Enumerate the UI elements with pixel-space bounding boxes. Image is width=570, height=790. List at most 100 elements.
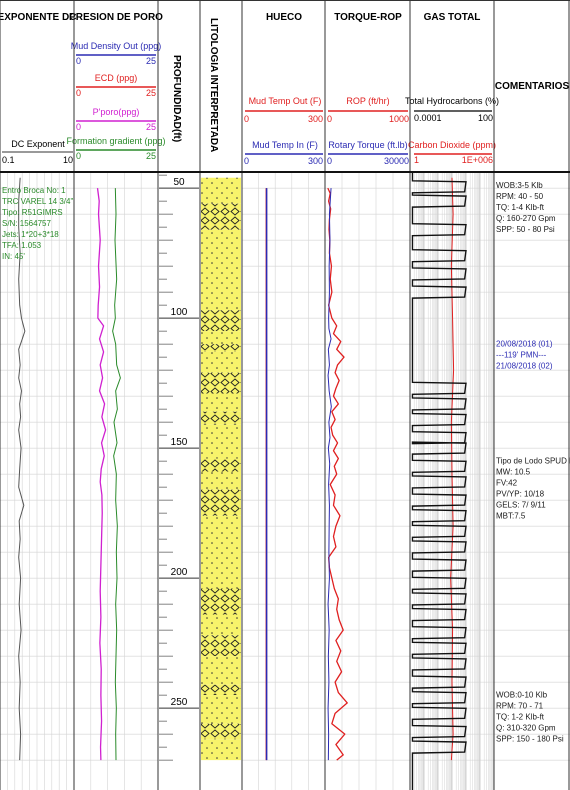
thc-scale-max: 100	[478, 113, 493, 123]
mto-scale-max: 300	[308, 114, 323, 124]
col-title-lith: LITOLOGIA INTERPRETADA	[208, 18, 219, 152]
pporo-scale-min: 0	[76, 122, 81, 132]
fg-scale-label: Formation gradient (ppg)	[66, 136, 165, 146]
dc-exponent-line	[18, 177, 26, 761]
col-title-hueco: HUECO	[266, 12, 302, 23]
mto-scale-label: Mud Temp Out (F)	[249, 96, 322, 106]
fg-scale-min: 0	[76, 151, 81, 161]
lithology-conglomerate	[201, 588, 241, 615]
comment-line: GELS: 7/ 9/11	[496, 501, 546, 510]
col-title-torque: TORQUE-ROP	[334, 12, 402, 23]
curves	[18, 172, 467, 790]
lithology-conglomerate	[201, 411, 241, 425]
mti-scale-max: 300	[308, 156, 323, 166]
lithology-conglomerate	[201, 635, 241, 657]
lithology-sand	[201, 229, 241, 311]
mto-scale-min: 0	[244, 114, 249, 124]
bit-info-line: Jets: 1*20+3*18	[2, 230, 59, 239]
comment-line: ---119' PMN---	[496, 351, 547, 360]
bit-info: Entro Broca No: 1 TRC VAREL 14 3/4" Tipo: …	[2, 186, 73, 261]
comment-line: WOB:3-5 Klb	[496, 181, 543, 190]
dc-scale-min: 0.1	[2, 155, 15, 165]
ecd-scale-max: 25	[146, 88, 156, 98]
col-title-comments: COMENTARIOS	[495, 81, 570, 92]
dc-scale-max: 10	[63, 155, 73, 165]
lithology-sand	[201, 351, 241, 373]
comment-line: SPP: 150 - 180 Psi	[496, 735, 564, 744]
grid	[0, 172, 570, 790]
lithology-sand	[201, 471, 241, 490]
lithology-sand	[201, 656, 241, 685]
lithology-sand	[201, 424, 241, 459]
torque-scale-label: Rotary Torque (ft.lb)	[328, 140, 407, 150]
p-poro-ppg-line	[96, 188, 107, 761]
comment-line: TQ: 1-4 Klb-ft	[496, 203, 545, 212]
lithology-track	[201, 177, 241, 761]
bit-info-line: Tipo: R51GIMRS	[2, 208, 63, 217]
rotary-torque-ft-lb-line	[327, 188, 332, 761]
comment-line: MW: 10.5	[496, 468, 531, 477]
torque-scale-min: 0	[327, 156, 332, 166]
comment-line: 20/08/2018 (01)	[496, 340, 553, 349]
rop-scale-min: 0	[327, 114, 332, 124]
depth-label: 50	[173, 177, 185, 188]
col-title-gas: GAS TOTAL	[424, 12, 481, 23]
thc-scale-label: Total Hydrocarbons (%)	[405, 96, 499, 106]
co2-scale-max: 1E+006	[462, 155, 493, 165]
mdo-scale-label: Mud Density Out (ppg)	[71, 41, 162, 51]
co2-scale-min: 1	[414, 155, 419, 165]
ecd-scale-min: 0	[76, 88, 81, 98]
comment-line: Q: 160-270 Gpm	[496, 214, 556, 223]
lithology-sand	[201, 177, 241, 204]
bit-info-line: S/N: 1564757	[2, 219, 51, 228]
comment-line: Q: 310-320 Gpm	[496, 724, 556, 733]
lithology-sand	[201, 739, 241, 761]
rop-ft-hr-line	[327, 187, 348, 761]
lithology-sand	[201, 695, 241, 724]
header: EXPONENTE DC PRESION DE PORO PROFUNDIDAD…	[0, 0, 570, 172]
rop-scale-max: 1000	[389, 114, 409, 124]
lithology-sand	[201, 515, 241, 589]
comment-line: SPP: 50 - 80 Psi	[496, 225, 555, 234]
comment-line: 21/08/2018 (02)	[496, 362, 553, 371]
bit-info-line: TRC VAREL 14 3/4"	[2, 197, 73, 206]
lithology-conglomerate	[201, 310, 241, 332]
comment-line: WOB:0-10 Klb	[496, 691, 548, 700]
comment-line: MBT:7.5	[496, 512, 526, 521]
depth-label: 200	[171, 567, 188, 578]
lithology-sand	[201, 393, 241, 412]
comment-line: RPM: 40 - 50	[496, 192, 544, 201]
lithology-sand	[201, 331, 241, 345]
comment-line: FV:42	[496, 479, 518, 488]
lithology-conglomerate	[201, 489, 241, 516]
co2-scale-label: Carbon Dioxide (ppm)	[408, 140, 496, 150]
pporo-scale-max: 25	[146, 122, 156, 132]
total-hydrocarbons-line	[411, 172, 467, 790]
col-title-pp: PRESION DE PORO	[69, 12, 163, 23]
lithology-conglomerate	[201, 723, 241, 740]
pporo-scale-label: P'poro(ppg)	[93, 107, 140, 117]
mti-scale-min: 0	[244, 156, 249, 166]
bit-info-line: IN: 45'	[2, 252, 25, 261]
depth-track: 50 100 150 200 250	[159, 174, 199, 761]
bit-info-line: TFA: 1.053	[2, 241, 42, 250]
lithology-conglomerate	[201, 344, 241, 352]
comment-line: Tipo de Lodo SPUD MUD	[496, 457, 570, 466]
comment-line: PV/YP: 10/18	[496, 490, 545, 499]
col-title-dc: EXPONENTE DC	[0, 12, 76, 23]
fg-scale-max: 25	[146, 151, 156, 161]
lithology-conglomerate	[201, 372, 241, 394]
bit-info-line: Entro Broca No: 1	[2, 186, 66, 195]
thc-scale-min: 0.0001	[414, 113, 442, 123]
depth-label: 250	[171, 697, 188, 708]
depth-label: 100	[171, 307, 188, 318]
lithology-conglomerate	[201, 203, 241, 230]
lithology-sand	[201, 614, 241, 636]
dc-scale-label: DC Exponent	[11, 139, 65, 149]
comment-line: RPM: 70 - 71	[496, 702, 544, 711]
mdo-scale-min: 0	[76, 56, 81, 66]
mti-scale-label: Mud Temp In (F)	[252, 140, 318, 150]
formation-gradient-ppg-line	[112, 188, 121, 761]
